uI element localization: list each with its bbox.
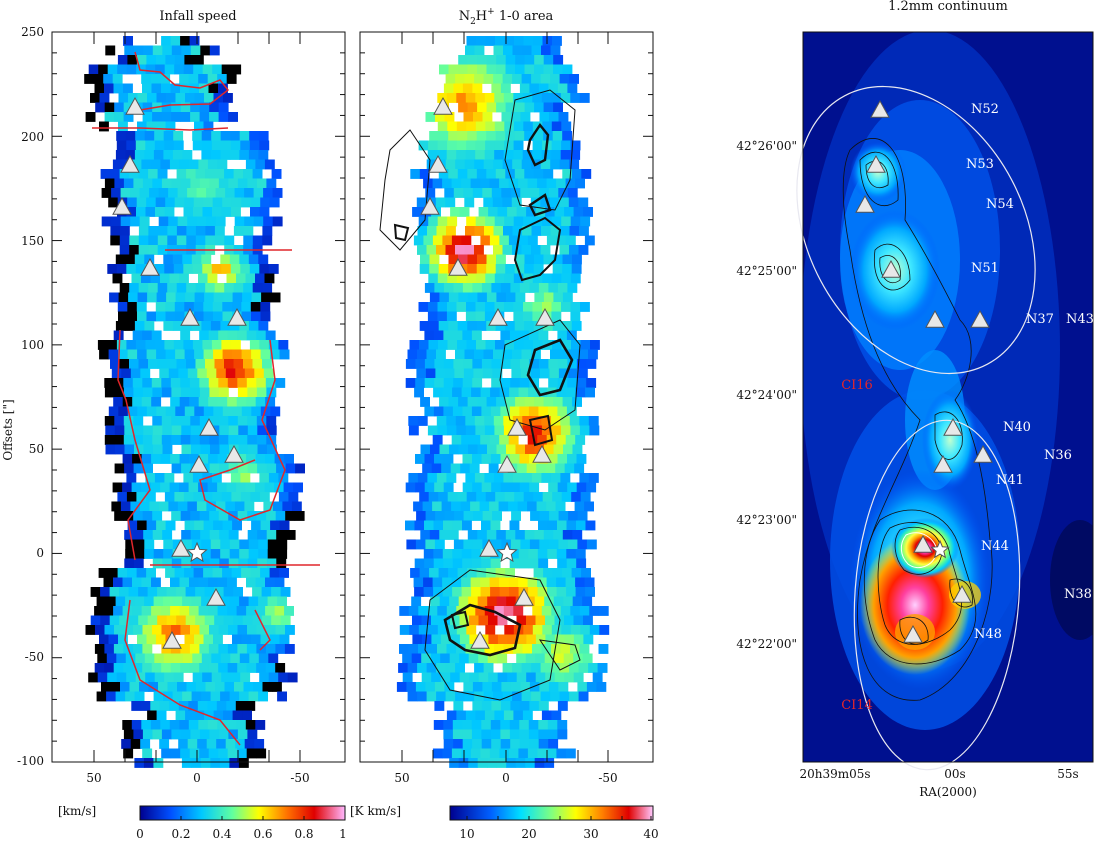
ytick-250: 250 [21, 25, 44, 39]
infall-red-contours [92, 51, 320, 746]
source-label-n54: N54 [986, 197, 1014, 212]
n2h-colorbar: [K km/s] 10 20 30 40 [350, 804, 659, 841]
source-label-n40: N40 [1003, 420, 1031, 435]
infall-xtick-minus50: -50 [290, 771, 309, 785]
infall-speed-panel: Infall speed 250 200 150 100 50 0 -50 -1… [1, 9, 346, 785]
ra-tick-2: 55s [1057, 767, 1078, 781]
cb1-tick-0.6: 0.6 [253, 827, 272, 841]
n2h-area-map [396, 36, 610, 768]
source-label-n36: N36 [1044, 448, 1072, 463]
source-label-n37: N37 [1026, 312, 1054, 327]
ra-tick-1: 00s [944, 767, 965, 781]
source-label-n53: N53 [966, 157, 994, 172]
cb1-tick-0: 0 [136, 827, 144, 841]
cb2-tick-40: 40 [643, 827, 658, 841]
source-label-n51: N51 [971, 261, 999, 276]
continuum-contours [842, 138, 993, 701]
ytick-100: 100 [21, 338, 44, 352]
source-label-n41: N41 [996, 473, 1024, 488]
north-ellipse [796, 85, 1036, 375]
cb1-tick-0.2: 0.2 [171, 827, 190, 841]
n2h-axis-ticks [360, 31, 653, 763]
n2h-contours [379, 89, 581, 701]
infall-axis-ticks [52, 31, 345, 763]
n2h-area-panel: N2H+ 1-0 area 50 0 -50 [359, 7, 654, 785]
ra-label: RA(2000) [919, 785, 977, 799]
continuum-markers [855, 99, 993, 643]
infall-xtick-50: 50 [86, 771, 101, 785]
ra-tick-0: 20h39m05s [799, 767, 870, 781]
cb1-tick-1: 1 [339, 827, 347, 841]
n2h-colorbar-unit: [K km/s] [350, 804, 401, 818]
ytick-50: 50 [29, 442, 44, 456]
infall-colorbar-unit: [km/s] [58, 804, 96, 818]
source-markers [112, 96, 555, 649]
infall-speed-map [84, 36, 305, 768]
dec-tick-4: 42°22'00" [736, 637, 797, 651]
continuum-title: 1.2mm continuum [888, 0, 1008, 14]
source-label-n48: N48 [974, 627, 1002, 642]
source-labels: N52 N53 N54 N51 N37 N43 CI16 N40 N36 N41 N44 N38 N48… [841, 102, 1094, 713]
ytick-150: 150 [21, 234, 44, 248]
ytick-minus50: -50 [25, 650, 44, 664]
dec-tick-3: 42°23'00" [736, 513, 797, 527]
infall-colorbar: [km/s] 0 0.2 0.4 0.6 0.8 1 [58, 804, 347, 841]
dec-tick-1: 42°25'00" [736, 264, 797, 278]
dec-tick-0: 42°26'00" [736, 139, 797, 153]
source-label-n44: N44 [981, 539, 1009, 554]
n2h-xtick-50: 50 [394, 771, 409, 785]
dec-tick-2: 42°24'00" [736, 388, 797, 402]
ytick-minus100: -100 [17, 754, 44, 768]
n2h-title: N2H+ 1-0 area [459, 7, 554, 27]
n2h-xtick-0: 0 [502, 771, 510, 785]
cb2-tick-20: 20 [521, 827, 536, 841]
source-label-n38: N38 [1064, 587, 1092, 602]
source-label-ci14: CI14 [841, 698, 873, 713]
source-label-ci16: CI16 [841, 378, 873, 393]
cb2-tick-10: 10 [459, 827, 474, 841]
cb1-tick-0.4: 0.4 [212, 827, 231, 841]
cb2-tick-30: 30 [583, 827, 598, 841]
continuum-panel: 1.2mm continuum 42°26'00" 42°25'00" 42°2… [736, 0, 1094, 799]
source-label-n52: N52 [971, 102, 999, 117]
source-label-n43: N43 [1066, 312, 1094, 327]
infall-ylabel: Offsets ["] [1, 399, 15, 460]
south-ellipse [853, 419, 1021, 771]
ytick-200: 200 [21, 130, 44, 144]
ytick-0: 0 [36, 546, 44, 560]
n2h-xtick-minus50: -50 [598, 771, 617, 785]
infall-xtick-0: 0 [193, 771, 201, 785]
cb1-tick-0.8: 0.8 [294, 827, 313, 841]
infall-title: Infall speed [159, 9, 236, 24]
